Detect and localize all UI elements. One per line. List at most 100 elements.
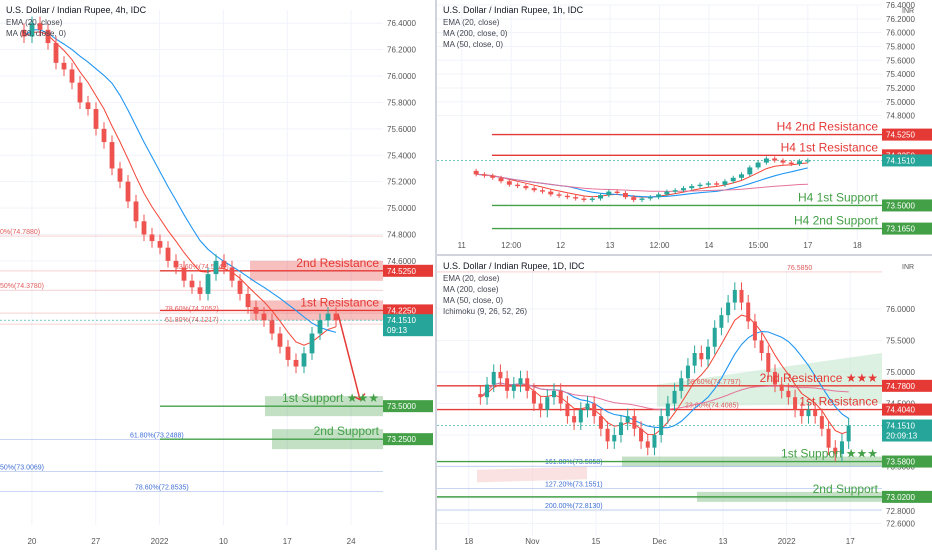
- price-badge: [882, 490, 932, 503]
- x-tick-label: 18: [853, 241, 862, 250]
- candle-body: [846, 425, 851, 442]
- ma50-line: [23, 29, 337, 333]
- support-label: 2nd Support: [813, 482, 879, 496]
- price-badge: [882, 403, 932, 416]
- x-tick-label: 12: [556, 241, 565, 250]
- candle-body: [293, 359, 299, 367]
- candle-body: [689, 186, 695, 189]
- candle-body: [53, 43, 59, 63]
- current-price-label: 74.1510: [387, 316, 416, 325]
- candle-body: [697, 184, 703, 187]
- fib-level-label: 161.80%(73.5058): [545, 459, 603, 466]
- chart-title: U.S. Dollar / Indian Rupee, 1D, IDC: [443, 261, 585, 271]
- projection-arrow-head: [353, 393, 366, 401]
- price-badge: [882, 455, 932, 468]
- candle-body: [253, 307, 259, 314]
- candle-body: [221, 260, 227, 268]
- candle-body: [606, 191, 612, 196]
- candle-body: [301, 353, 307, 367]
- candle-body: [839, 441, 844, 454]
- candle-body: [540, 190, 545, 192]
- price-badge: [383, 264, 433, 277]
- y-tick-label: 75.6000: [886, 56, 915, 65]
- x-tick-label: 17: [283, 537, 292, 546]
- chart-4h-panel[interactable]: 0%(74.7880) 50%(74.3780) 23.60%(74.5241) 78…: [0, 0, 435, 550]
- chart-1h-panel[interactable]: H4 2nd Resistance H4 1st Resistance H4 1st…: [437, 0, 932, 254]
- fib-level-label: 78.60%(72.8535): [135, 485, 189, 492]
- candle-body: [29, 23, 35, 37]
- candle-body: [317, 320, 323, 334]
- candle-body: [213, 260, 219, 275]
- candle-body: [665, 403, 670, 417]
- candle-body: [722, 181, 728, 185]
- support-label: 1st Support ★★★: [282, 391, 379, 405]
- fib-level-label: 23.60%(74.5241): [175, 264, 229, 271]
- candle-body: [205, 274, 211, 294]
- indicator-label: MA (50, close, 0): [443, 40, 503, 49]
- candle-body: [664, 191, 670, 195]
- price-badge: [882, 199, 932, 212]
- y-tick-label: 75.8000: [387, 98, 416, 107]
- candle-body: [739, 174, 744, 178]
- candle-body: [639, 198, 645, 200]
- currency-label: INR: [902, 8, 914, 15]
- candle-body: [531, 188, 537, 191]
- candle-body: [237, 280, 243, 294]
- y-tick-label: 75.0000: [886, 368, 915, 377]
- candle-body: [261, 313, 267, 321]
- x-tick-label: 12:00: [649, 241, 670, 250]
- candle-body: [531, 390, 536, 404]
- candle-body: [77, 82, 83, 103]
- price-badge: [882, 128, 932, 141]
- candle-body: [573, 197, 579, 199]
- fib-level-label: 50%(74.3780): [0, 283, 44, 290]
- chart-title: U.S. Dollar / Indian Rupee, 4h, IDC: [6, 5, 147, 15]
- candle-body: [788, 162, 794, 164]
- candle-body: [85, 102, 91, 110]
- chart-1d-svg[interactable]: 76.5850 68.60%(74.7797) 23.60%(74.4085) 161…: [437, 256, 932, 550]
- candle-body: [726, 302, 731, 316]
- candle-body: [752, 321, 757, 341]
- x-tick-label: 10: [219, 537, 228, 546]
- candle-body: [712, 327, 717, 347]
- candle-body: [525, 378, 530, 391]
- indicator-label: MA (50, close, 0): [443, 296, 503, 305]
- candle-body: [181, 267, 187, 281]
- resistance-label: 2nd Resistance: [296, 256, 379, 270]
- candle-body: [325, 313, 331, 321]
- resistance-label: 2nd Resistance ★★★: [760, 371, 878, 385]
- x-tick-label: 2022: [778, 537, 796, 546]
- candle-body: [786, 390, 791, 398]
- candle-body: [141, 221, 147, 235]
- x-tick-label: 12:00: [501, 241, 522, 250]
- chart-1h-svg[interactable]: H4 2nd Resistance H4 1st Resistance H4 1st…: [437, 0, 932, 254]
- candle-body: [285, 346, 291, 360]
- y-tick-label: 76.0000: [886, 305, 915, 314]
- x-tick-label: 11: [458, 241, 467, 250]
- y-tick-label: 76.4000: [886, 1, 915, 10]
- y-tick-label: 74.6000: [387, 257, 416, 266]
- candle-body: [652, 435, 657, 448]
- y-tick-label: 76.0000: [886, 29, 915, 38]
- candle-body: [632, 416, 637, 429]
- candle-body: [558, 390, 563, 404]
- price-badge: [882, 379, 932, 392]
- chart-4h-svg[interactable]: 0%(74.7880) 50%(74.3780) 23.60%(74.5241) 78…: [0, 0, 435, 550]
- x-tick-label: 18: [464, 537, 473, 546]
- candle-body: [61, 62, 67, 70]
- price-badge: [383, 304, 433, 317]
- candle-body: [813, 409, 818, 417]
- candle-body: [125, 181, 131, 202]
- current-price-label: 74.1510: [886, 422, 915, 431]
- candle-body: [37, 23, 43, 30]
- chart-1d-panel[interactable]: 76.5850 68.60%(74.7797) 23.60%(74.4085) 161…: [437, 256, 932, 550]
- candle-body: [806, 409, 811, 417]
- candle-body: [618, 422, 623, 436]
- candle-body: [779, 384, 784, 391]
- y-tick-label: 76.2000: [886, 15, 915, 24]
- candle-body: [780, 160, 786, 163]
- x-tick-label: 20: [27, 537, 36, 546]
- candle-body: [485, 384, 490, 398]
- candle-body: [552, 390, 557, 398]
- current-price-badge: [882, 154, 932, 167]
